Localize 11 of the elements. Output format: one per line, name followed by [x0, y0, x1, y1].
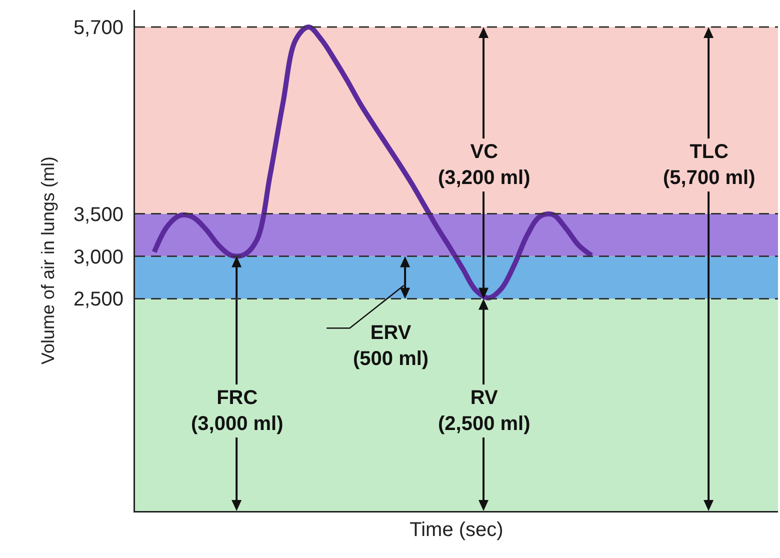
y-tick-label: 3,000 — [73, 246, 124, 268]
annotation: VC (3,200 ml) — [438, 141, 530, 189]
annotation: FRC (3,000 ml) — [191, 387, 284, 435]
annotation: ERV (500 ml) — [353, 322, 429, 370]
y-axis-title: Volume of air in lungs (ml) — [38, 156, 58, 365]
annotation: RV (2,500 ml) — [438, 387, 530, 435]
y-tick-label: 5,700 — [73, 16, 124, 39]
y-tick-label: 3,500 — [73, 204, 124, 226]
x-axis-title: Time (sec) — [410, 518, 504, 541]
annotation: TLC (5,700 ml) — [663, 141, 756, 189]
y-tick-label: 2,500 — [73, 288, 124, 311]
